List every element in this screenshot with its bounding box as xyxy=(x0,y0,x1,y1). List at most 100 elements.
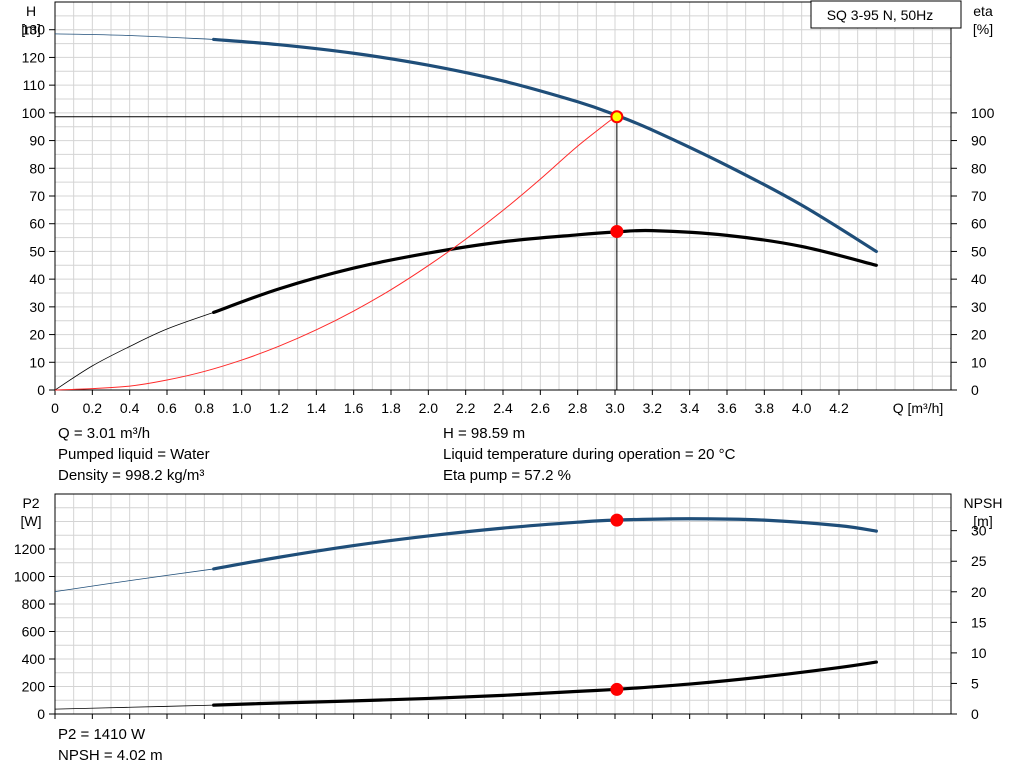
left-tick-label: 50 xyxy=(29,243,45,259)
right-tick-label: 10 xyxy=(971,645,987,661)
left-tick-label: 40 xyxy=(29,271,45,287)
flow-info: Q = 3.01 m³/h xyxy=(58,425,151,442)
duty-point-p2-marker xyxy=(610,513,624,527)
eta-info: Eta pump = 57.2 % xyxy=(443,467,571,484)
left-tick-label: 100 xyxy=(22,105,46,121)
efficiency-curve-extrapolated xyxy=(54,312,214,391)
head-efficiency-chart: 0 0.2 0.4 0.6 0.8 1.0 1.2 1.4 1.6 1.8 2.0 2.2 2.4 2.6… xyxy=(21,0,995,416)
x-tick-label: 1.0 xyxy=(232,400,252,416)
right-tick-label: 0 xyxy=(971,382,979,398)
right-tick-label: 70 xyxy=(971,188,987,204)
right-tick-label: 20 xyxy=(971,584,987,600)
npsh-series xyxy=(54,660,878,710)
system-curve-series xyxy=(54,116,616,391)
x-tick-label: 2.0 xyxy=(419,400,439,416)
left-y-ticks: 0 200 400 600 800 1000 1200 xyxy=(14,541,55,722)
x-tick-label: 1.4 xyxy=(307,400,327,416)
x-tick-label: 2.2 xyxy=(456,400,476,416)
x-tick-label: 0.4 xyxy=(120,400,140,416)
right-axis-label: eta xyxy=(973,3,993,19)
system-curve-curve xyxy=(54,116,616,391)
liquid-info: Pumped liquid = Water xyxy=(58,446,210,463)
npsh-curve xyxy=(212,660,878,707)
npsh-info: NPSH = 4.02 m xyxy=(58,747,163,764)
left-tick-label: 800 xyxy=(22,596,46,612)
right-tick-label: 40 xyxy=(971,271,987,287)
x-tick-label: 2.4 xyxy=(493,400,513,416)
left-axis-label: P2 xyxy=(22,495,39,511)
left-tick-label: 1200 xyxy=(14,541,45,557)
x-tick-label: 0.8 xyxy=(195,400,215,416)
left-tick-label: 0 xyxy=(37,382,45,398)
left-tick-label: 10 xyxy=(29,354,45,370)
duty-point-eta-marker xyxy=(610,224,624,238)
right-axis-label: NPSH xyxy=(964,495,1003,511)
left-tick-label: 120 xyxy=(22,49,46,65)
left-tick-label: 60 xyxy=(29,216,45,232)
right-tick-label: 50 xyxy=(971,243,987,259)
right-tick-label: 15 xyxy=(971,614,987,630)
x-tick-label: 0.6 xyxy=(157,400,177,416)
density-info: Density = 998.2 kg/m³ xyxy=(58,467,205,484)
x-tick-label: 3.6 xyxy=(717,400,737,416)
right-y-ticks: 0 5 10 15 20 25 30 xyxy=(951,523,987,722)
x-tick-label: 0 xyxy=(51,400,59,416)
x-tick-label: 4.2 xyxy=(829,400,849,416)
x-tick-label: 2.6 xyxy=(531,400,551,416)
x-tick-labels: 0 0.2 0.4 0.6 0.8 1.0 1.2 1.4 1.6 1.8 2.0 2.2 2.4 2.6… xyxy=(51,390,849,416)
left-tick-label: 110 xyxy=(23,77,46,93)
power-npsh-chart: 0 200 400 600 800 1000 1200 P2 [W] 0 5 10 15 20 25 30 NP… xyxy=(14,493,1003,722)
title-box xyxy=(810,0,962,29)
right-axis-unit: [%] xyxy=(973,21,993,37)
right-tick-label: 10 xyxy=(971,354,987,370)
x-tick-label: 3.4 xyxy=(680,400,700,416)
head-series xyxy=(54,33,878,254)
right-tick-label: 20 xyxy=(971,327,987,343)
right-tick-label: 80 xyxy=(971,160,987,176)
left-tick-label: 600 xyxy=(22,624,46,640)
right-tick-label: 90 xyxy=(971,133,987,149)
x-tick-labels xyxy=(54,714,840,719)
left-axis-unit: [W] xyxy=(21,513,42,529)
left-tick-label: 400 xyxy=(22,651,46,667)
x-tick-label: 1.2 xyxy=(269,400,289,416)
left-tick-label: 0 xyxy=(37,706,45,722)
right-tick-label: 0 xyxy=(971,706,979,722)
grid xyxy=(54,1,952,391)
npsh-curve-extrapolated xyxy=(54,704,214,710)
duty-point-head-marker xyxy=(610,110,624,124)
x-tick-label: 3.2 xyxy=(643,400,663,416)
right-tick-label: 25 xyxy=(971,553,987,569)
efficiency-curve xyxy=(212,228,878,314)
x-tick-label: 3.0 xyxy=(605,400,625,416)
head-curve-extrapolated xyxy=(54,33,214,40)
x-tick-label: 2.8 xyxy=(568,400,588,416)
left-tick-label: 70 xyxy=(29,188,45,204)
left-y-ticks: 0 10 20 30 40 50 60 70 80 90 100 110 120 130 xyxy=(22,22,55,398)
right-tick-label: 30 xyxy=(971,523,987,539)
left-axis-unit: [m] xyxy=(21,21,40,37)
temperature-info: Liquid temperature during operation = 20… xyxy=(443,446,736,463)
right-tick-label: 30 xyxy=(971,299,987,315)
head-curve xyxy=(212,37,878,254)
x-axis-label: Q [m³/h] xyxy=(893,400,944,416)
efficiency-series xyxy=(54,228,878,391)
left-tick-label: 200 xyxy=(22,679,46,695)
left-tick-label: 130 xyxy=(22,22,46,38)
head-info: H = 98.59 m xyxy=(443,425,526,442)
power-p2-curve-extrapolated xyxy=(54,568,214,593)
x-tick-label: 0.2 xyxy=(83,400,103,416)
left-axis-label: H xyxy=(26,3,36,19)
left-tick-label: 80 xyxy=(29,160,45,176)
x-tick-label: 4.0 xyxy=(792,400,812,416)
right-tick-label: 100 xyxy=(971,105,995,121)
chart-title: SQ 3-95 N, 50Hz xyxy=(827,7,934,23)
power-p2-series xyxy=(54,517,878,593)
right-tick-label: 60 xyxy=(971,216,987,232)
duty-point-npsh-marker xyxy=(610,682,624,696)
left-tick-label: 20 xyxy=(29,327,45,343)
x-tick-label: 1.8 xyxy=(381,400,401,416)
p2-info: P2 = 1410 W xyxy=(58,726,146,743)
left-tick-label: 30 xyxy=(29,299,45,315)
